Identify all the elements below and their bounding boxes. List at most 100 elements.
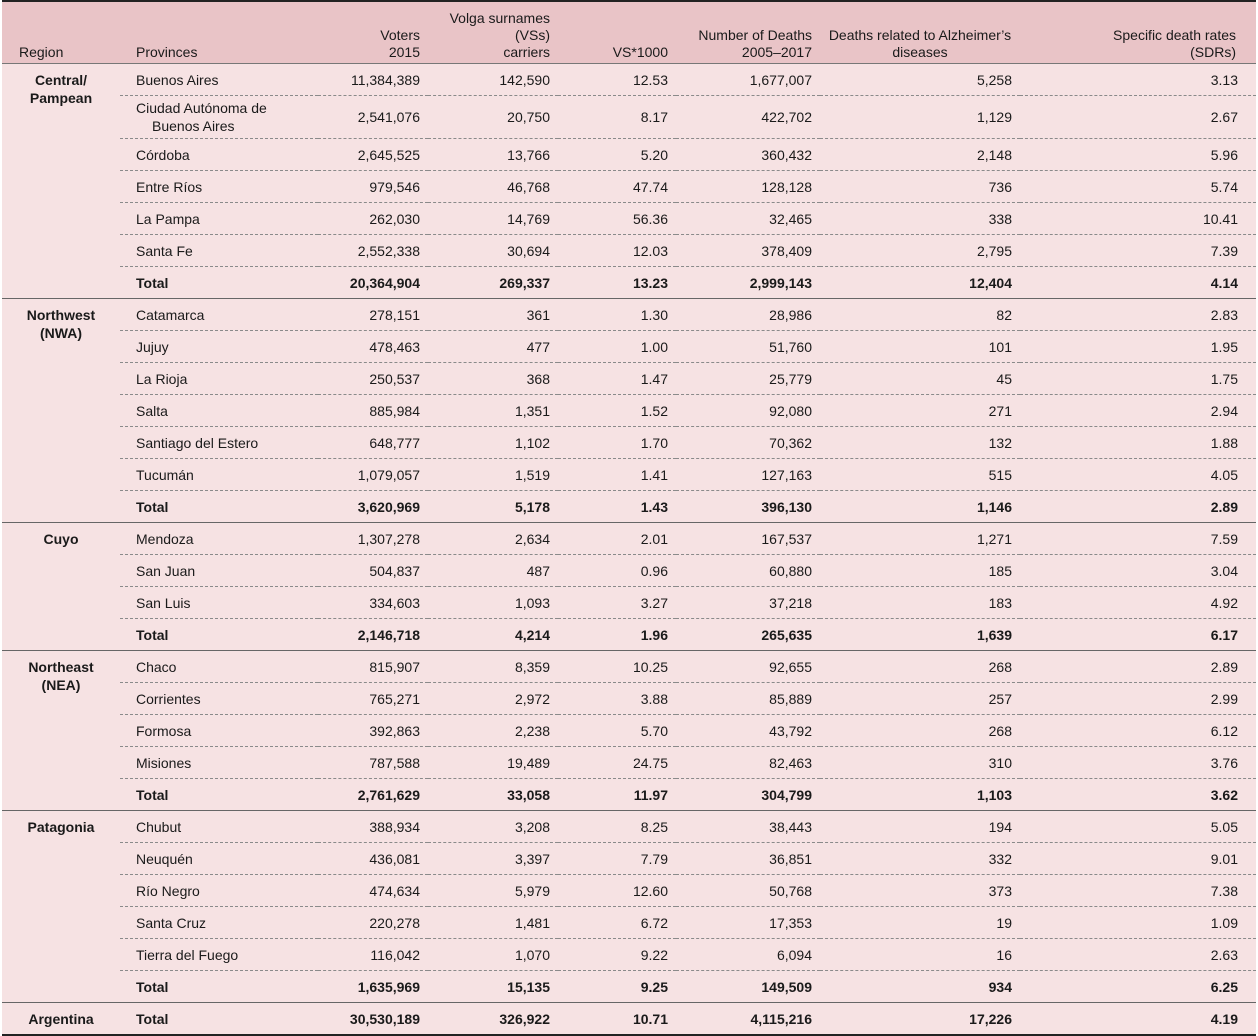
- cell-sdr: 10.41: [1020, 202, 1256, 235]
- cell-vs: 3,397: [428, 842, 558, 875]
- cell-alz: 1,639: [820, 618, 1020, 651]
- total-label: Total: [120, 490, 318, 523]
- cell-voters: 979,546: [318, 170, 428, 203]
- cell-sdr: 5.05: [1020, 810, 1256, 843]
- cell-voters: 262,030: [318, 202, 428, 235]
- table-row: Santa Cruz 220,278 1,481 6.72 17,353 19 1.09: [2, 906, 1256, 939]
- cell-deaths: 51,760: [676, 330, 820, 363]
- header-voters-line2: 2015: [388, 44, 420, 60]
- cell-alz: 5,258: [820, 63, 1020, 96]
- cell-sdr: 2.67: [1020, 95, 1256, 139]
- cell-vs1000: 12.60: [558, 874, 676, 907]
- cell-alz: 19: [820, 906, 1020, 939]
- table-row: Neuquén 436,081 3,397 7.79 36,851 332 9.01: [2, 842, 1256, 875]
- cell-vs1000: 1.70: [558, 426, 676, 459]
- cell-voters: 815,907: [318, 650, 428, 683]
- region-name-line: Northwest: [26, 307, 96, 323]
- province-name: Entre Ríos: [120, 170, 318, 203]
- cell-deaths: 32,465: [676, 202, 820, 235]
- cell-vs1000: 9.25: [558, 970, 676, 1003]
- cell-alz: 1,103: [820, 778, 1020, 811]
- cell-voters: 2,645,525: [318, 138, 428, 171]
- cell-vs1000: 8.17: [558, 95, 676, 139]
- cell-voters: 765,271: [318, 682, 428, 715]
- table-row: Corrientes 765,271 2,972 3.88 85,889 257 2.99: [2, 682, 1256, 715]
- region-name: Cuyo: [2, 522, 120, 651]
- cell-alz: 101: [820, 330, 1020, 363]
- cell-deaths: 2,999,143: [676, 266, 820, 299]
- cell-vs: 368: [428, 362, 558, 395]
- province-name: Salta: [120, 394, 318, 427]
- province-name: Catamarca: [120, 298, 318, 331]
- cell-alz: 332: [820, 842, 1020, 875]
- header-vs-line2: carriers: [503, 44, 550, 60]
- cell-vs1000: 13.23: [558, 266, 676, 299]
- province-name: Misiones: [120, 746, 318, 779]
- cell-alz: 2,795: [820, 234, 1020, 267]
- total-label: Total: [120, 970, 318, 1003]
- cell-deaths: 6,094: [676, 938, 820, 971]
- cell-sdr: 2.99: [1020, 682, 1256, 715]
- table-row: La Rioja 250,537 368 1.47 25,779 45 1.75: [2, 362, 1256, 395]
- cell-deaths: 304,799: [676, 778, 820, 811]
- cell-vs1000: 1.47: [558, 362, 676, 395]
- cell-vs1000: 56.36: [558, 202, 676, 235]
- cell-vs: 1,102: [428, 426, 558, 459]
- province-name: Chubut: [120, 810, 318, 843]
- cell-vs: 2,634: [428, 522, 558, 555]
- total-label: Total: [120, 266, 318, 299]
- cell-deaths: 396,130: [676, 490, 820, 523]
- table-row: Northeast (NEA) Chaco 815,907 8,359 10.25 92,6…: [2, 650, 1256, 811]
- header-row: Region Provinces Voters 2015 Volga surnam…: [2, 0, 1256, 64]
- table-row: Córdoba 2,645,525 13,766 5.20 360,432 2,148 5.…: [2, 138, 1256, 171]
- cell-deaths: 378,409: [676, 234, 820, 267]
- table-row: Cuyo Mendoza 1,307,278 2,634 2.01 167,537 1,27…: [2, 522, 1256, 651]
- cell-deaths: 37,218: [676, 586, 820, 619]
- cell-alz: 310: [820, 746, 1020, 779]
- cell-vs: 33,058: [428, 778, 558, 811]
- header-voters: Voters 2015: [318, 0, 428, 64]
- cell-alz: 185: [820, 554, 1020, 587]
- cell-voters: 1,635,969: [318, 970, 428, 1003]
- table-row: Salta 885,984 1,351 1.52 92,080 271 2.94: [2, 394, 1256, 427]
- cell-vs1000: 11.97: [558, 778, 676, 811]
- cell-alz: 183: [820, 586, 1020, 619]
- table-row: La Pampa 262,030 14,769 56.36 32,465 338 10.41: [2, 202, 1256, 235]
- cell-deaths: 82,463: [676, 746, 820, 779]
- header-deaths-line1: Number of Deaths: [698, 27, 812, 43]
- header-sdr-line1: Specific death rates: [1113, 27, 1236, 43]
- cell-sdr: 1.75: [1020, 362, 1256, 395]
- table-row: Jujuy 478,463 477 1.00 51,760 101 1.95: [2, 330, 1256, 363]
- cell-vs: 1,519: [428, 458, 558, 491]
- province-name: Córdoba: [120, 138, 318, 171]
- cell-deaths: 85,889: [676, 682, 820, 715]
- cell-vs: 477: [428, 330, 558, 363]
- cell-vs1000: 5.20: [558, 138, 676, 171]
- header-voters-line1: Voters: [380, 27, 420, 43]
- cell-vs: 46,768: [428, 170, 558, 203]
- header-alz: Deaths related to Alzheimer’s diseases: [820, 0, 1020, 64]
- table-row: Río Negro 474,634 5,979 12.60 50,768 373 7.38: [2, 874, 1256, 907]
- region-name-line: (NWA): [40, 325, 82, 341]
- province-name: Tucumán: [120, 458, 318, 491]
- cell-vs: 1,093: [428, 586, 558, 619]
- cell-sdr: 2.63: [1020, 938, 1256, 971]
- cell-alz: 194: [820, 810, 1020, 843]
- cell-voters: 278,151: [318, 298, 428, 331]
- province-name: Ciudad Autónoma de Buenos Aires: [120, 95, 318, 139]
- cell-alz: 268: [820, 650, 1020, 683]
- cell-deaths: 92,080: [676, 394, 820, 427]
- table-row: Northwest (NWA) Catamarca 278,151 361 1.30 28,…: [2, 298, 1256, 523]
- cell-vs1000: 1.96: [558, 618, 676, 651]
- cell-deaths: 422,702: [676, 95, 820, 139]
- cell-alz: 373: [820, 874, 1020, 907]
- cell-sdr: 7.39: [1020, 234, 1256, 267]
- cell-alz: 16: [820, 938, 1020, 971]
- province-name: Jujuy: [120, 330, 318, 363]
- header-vs: Volga surnames (VSs) carriers: [428, 0, 558, 64]
- cell-voters: 116,042: [318, 938, 428, 971]
- cell-vs1000: 2.01: [558, 522, 676, 555]
- country-total-label: Total: [120, 1002, 318, 1036]
- cell-alz: 338: [820, 202, 1020, 235]
- table-row: Santiago del Estero 648,777 1,102 1.70 70,36…: [2, 426, 1256, 459]
